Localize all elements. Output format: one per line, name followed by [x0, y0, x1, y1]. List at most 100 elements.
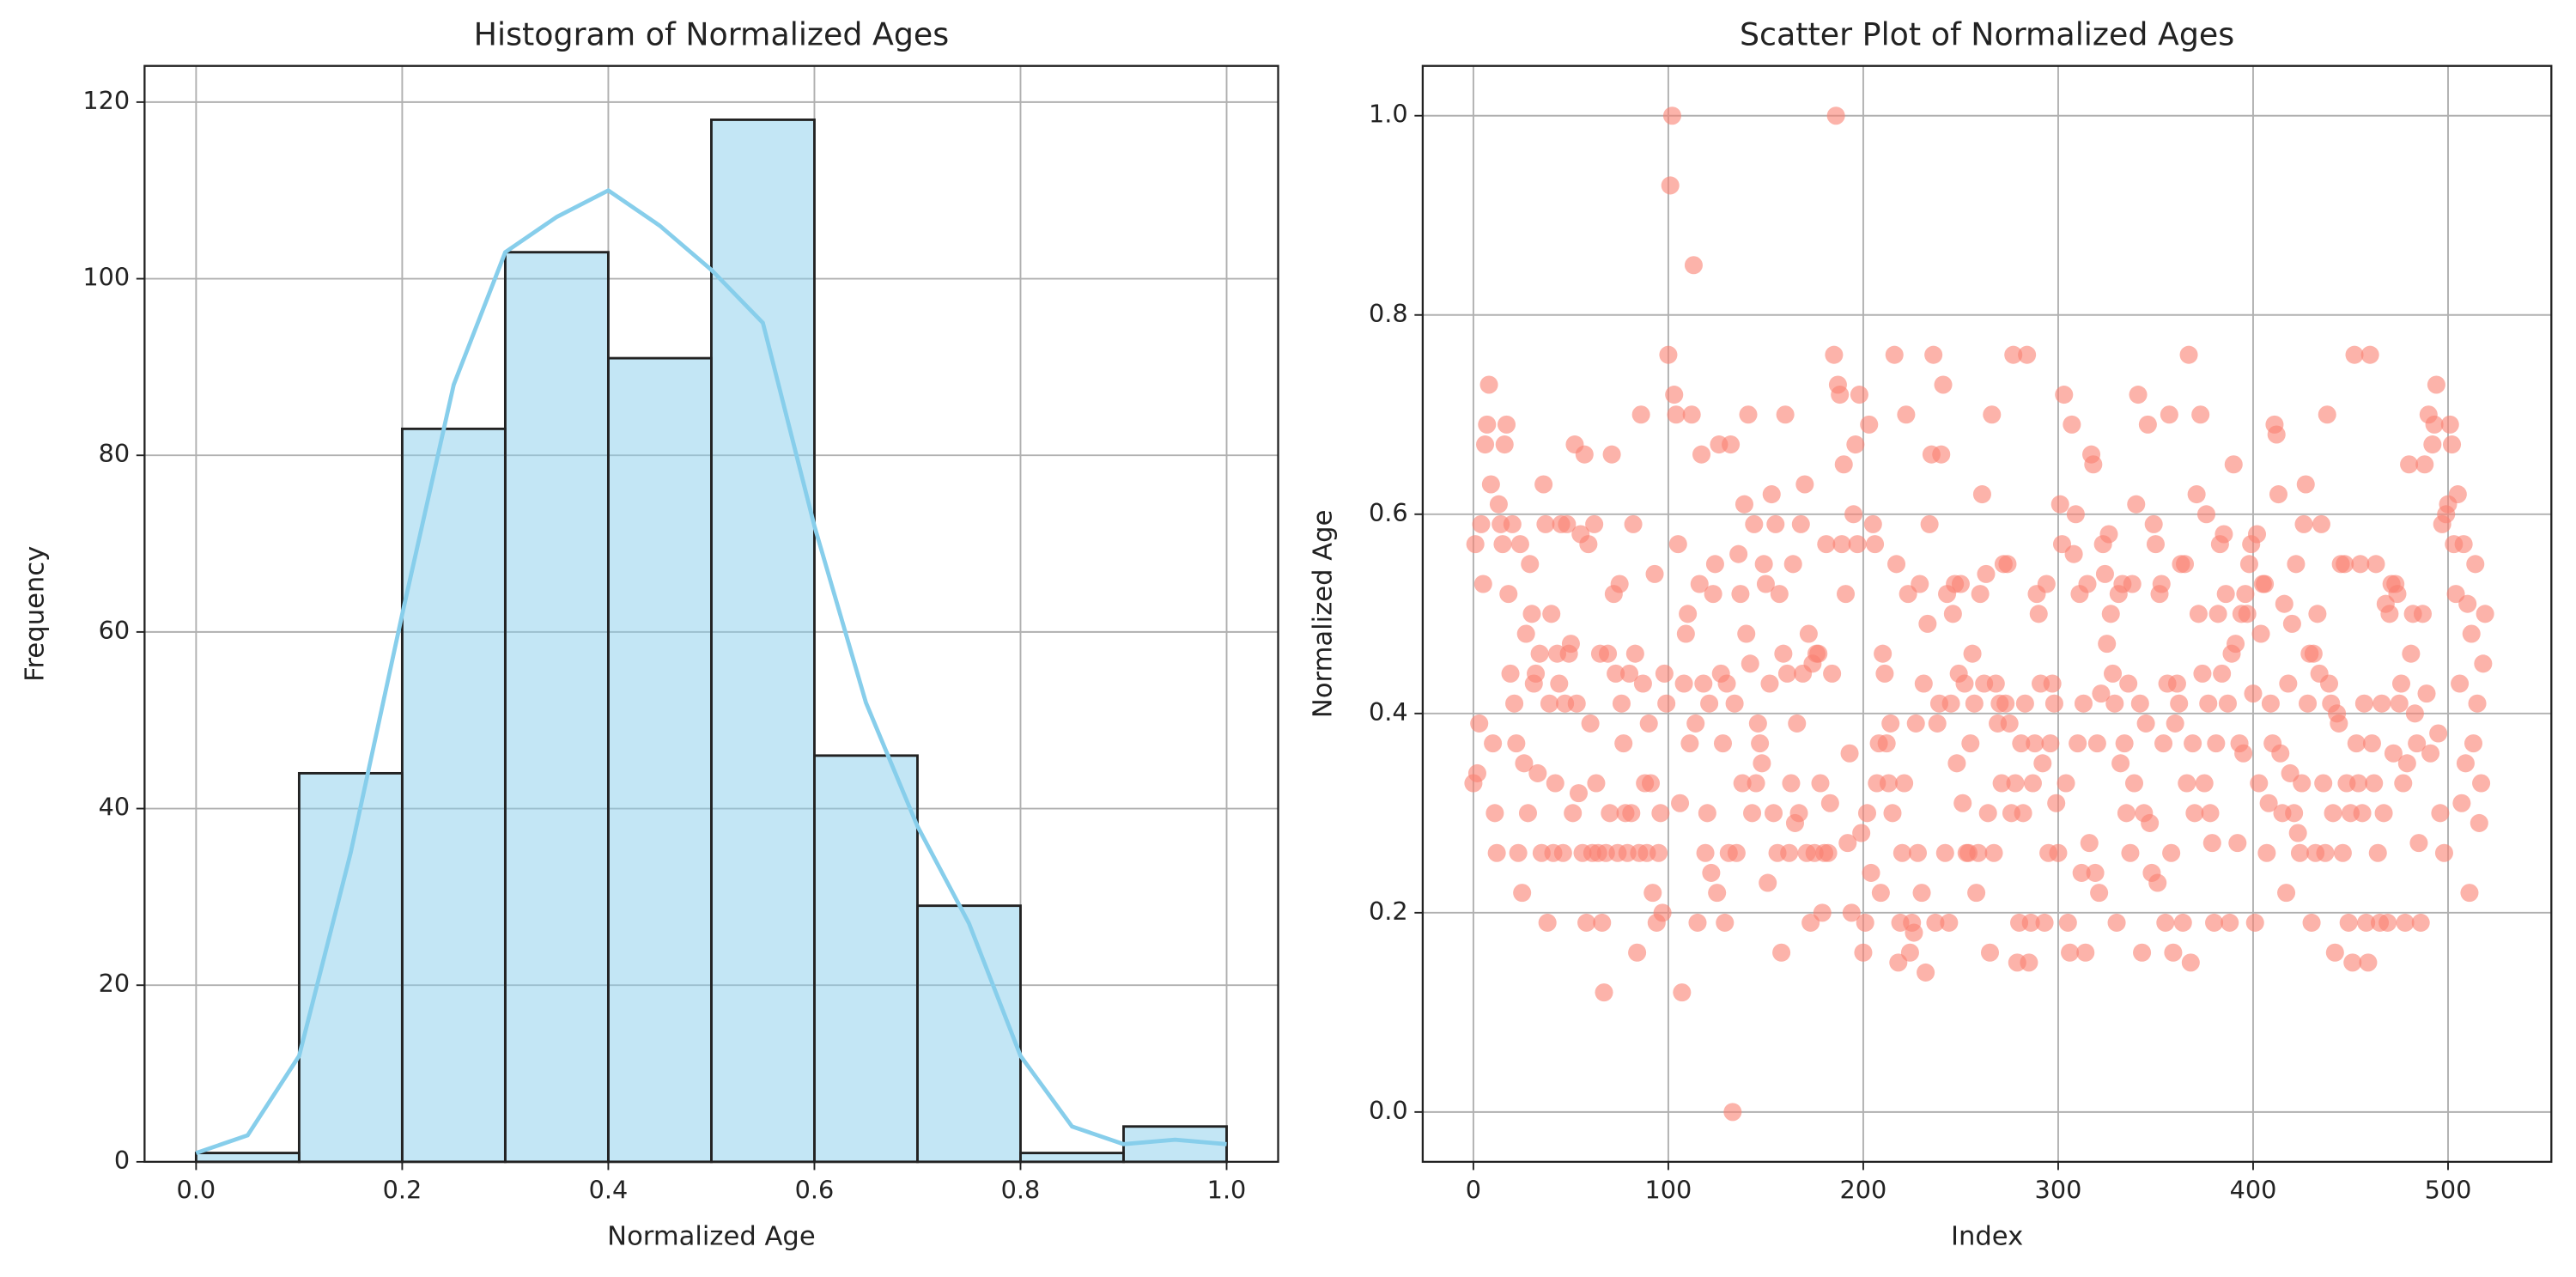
point: [2074, 694, 2093, 713]
bar: [194, 1152, 301, 1164]
point: [1727, 843, 1746, 862]
point: [2191, 405, 2210, 424]
point: [1542, 605, 1561, 623]
point: [1534, 475, 1553, 494]
point: [2047, 794, 2066, 812]
point: [1772, 943, 1791, 962]
y-tick-label: 80: [99, 439, 131, 468]
point: [2316, 843, 2335, 862]
point: [1735, 495, 1753, 514]
chart-title: Scatter Plot of Normalized Ages: [1740, 15, 2234, 52]
point: [2294, 514, 2313, 533]
y-tick-label: 0.0: [1369, 1096, 1408, 1125]
point: [1935, 843, 1954, 862]
point: [2049, 843, 2068, 862]
y-tick-label: 0.6: [1369, 498, 1408, 527]
point: [2275, 594, 2293, 613]
point: [1655, 664, 1674, 683]
point: [2129, 386, 2148, 404]
point: [2271, 744, 2290, 763]
point: [2130, 694, 2149, 713]
point: [2400, 455, 2419, 474]
point: [1914, 674, 1933, 693]
point: [1473, 575, 1492, 593]
bar: [1019, 1152, 1125, 1164]
point: [2215, 525, 2233, 544]
point: [2472, 774, 2491, 793]
point: [2035, 913, 2054, 932]
bar: [297, 771, 404, 1164]
point: [2141, 813, 2160, 832]
point: [1558, 514, 1577, 533]
point: [1725, 694, 1744, 713]
point: [2411, 913, 2430, 932]
point: [2351, 555, 2370, 574]
point: [2050, 495, 2069, 514]
point: [1713, 734, 1733, 753]
point: [2269, 485, 2288, 504]
bar: [606, 356, 713, 1164]
point: [1908, 843, 1928, 862]
point: [1499, 585, 1518, 604]
x-tick-label: 200: [1840, 1175, 1887, 1204]
point: [1593, 913, 1612, 932]
y-tick-label: 100: [82, 263, 130, 292]
scatter-chart: 0 100 200 300 400 500 0.0 0.2 0.4 0.6 0.8 1.0 Scatte…: [1309, 15, 2553, 1251]
point: [2154, 734, 2173, 753]
x-axis-label: Normalized Age: [607, 1221, 816, 1251]
point: [1783, 555, 1802, 574]
point: [2366, 555, 2385, 574]
point: [2468, 694, 2487, 713]
point: [1881, 714, 1900, 733]
x-tick-label: 0: [1466, 1175, 1481, 1204]
point: [1809, 644, 1828, 663]
point: [1911, 575, 1929, 593]
x-tick-label: 0.4: [589, 1175, 629, 1204]
point: [1741, 654, 1759, 673]
point: [2388, 585, 2407, 604]
histogram-chart: 0.0 0.2 0.4 0.6 0.8 1.0 0 20 40 60 80 100 120 Histogr…: [21, 15, 1279, 1251]
point: [1926, 913, 1945, 932]
point: [1967, 884, 1986, 903]
point: [2405, 704, 2424, 723]
y-tick-label: 120: [82, 86, 130, 115]
point: [1528, 763, 1547, 782]
point: [1955, 674, 1974, 693]
x-tick-label: 0.2: [383, 1175, 422, 1204]
point: [1564, 804, 1583, 823]
point: [2004, 345, 2023, 364]
point: [2133, 943, 2152, 962]
point: [1530, 644, 1549, 663]
point: [2167, 674, 2186, 693]
point: [1874, 644, 1893, 663]
point: [1983, 405, 2002, 424]
point: [2026, 734, 2044, 753]
point: [2360, 345, 2379, 364]
bar: [710, 119, 816, 1164]
point: [1487, 843, 1506, 862]
point: [1760, 674, 1779, 693]
y-tick-label: 0.2: [1369, 897, 1408, 926]
point: [2451, 674, 2470, 693]
point: [1645, 564, 1664, 583]
point: [1777, 664, 1796, 683]
point: [2185, 804, 2204, 823]
point: [2308, 605, 2327, 623]
point: [2380, 605, 2399, 623]
point: [1895, 774, 1914, 793]
point: [2409, 834, 2428, 853]
x-tick-label: 0.0: [177, 1175, 216, 1204]
point: [1951, 575, 1970, 593]
point: [1883, 804, 1902, 823]
point: [1840, 744, 1859, 763]
point: [1470, 714, 1489, 733]
point: [1756, 575, 1775, 593]
point: [2288, 824, 2307, 842]
point: [1661, 176, 1680, 195]
point: [1716, 913, 1735, 932]
point: [2224, 455, 2243, 474]
y-axis-label: Normalized Age: [1309, 510, 1339, 719]
point: [2396, 913, 2415, 932]
point: [2423, 435, 2442, 454]
point: [2333, 843, 2352, 862]
